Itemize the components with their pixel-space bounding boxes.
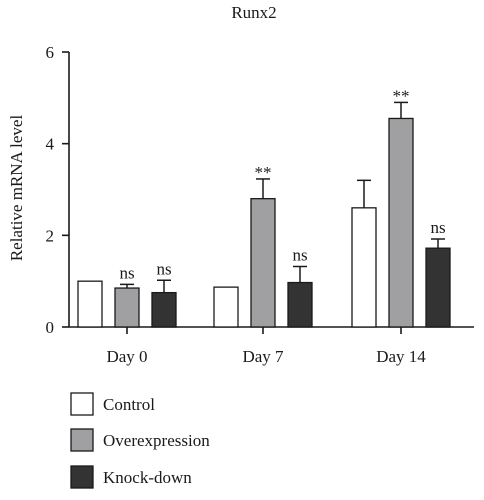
significance-label: ns: [119, 263, 134, 282]
bar-knock-down: [425, 247, 451, 328]
bar-overexpression: [388, 117, 414, 328]
bar-overexpression: [114, 287, 140, 328]
significance-label: ns: [292, 246, 307, 265]
y-tick-label: 0: [46, 318, 55, 337]
legend-swatch: [70, 392, 94, 416]
legend-swatch: [70, 465, 94, 489]
bar-knock-down: [287, 281, 313, 328]
significance-label: ns: [156, 259, 171, 278]
y-tick-label: 2: [46, 226, 55, 245]
legend-label: Overexpression: [103, 431, 210, 450]
y-tick-label: 6: [46, 43, 55, 62]
legend: Control Overexpression Knock-down: [70, 392, 210, 489]
x-tick-label: Day 14: [376, 347, 426, 366]
bar-control: [77, 280, 103, 328]
bars-layer: ns ** ** ns ns ns: [77, 86, 451, 328]
legend-label: Knock-down: [103, 468, 192, 487]
legend-swatch: [70, 428, 94, 452]
bar-control: [351, 207, 377, 328]
bar-knock-down: [151, 291, 177, 328]
y-axis-label: Relative mRNA level: [7, 115, 26, 262]
x-tick-label: Day 7: [242, 347, 284, 366]
legend-label: Control: [103, 395, 155, 414]
bar-overexpression: [250, 198, 276, 328]
bar-control: [213, 286, 239, 328]
significance-label: **: [255, 163, 272, 182]
chart-title: Runx2: [231, 3, 276, 22]
significance-label: ns: [430, 218, 445, 237]
x-tick-label: Day 0: [106, 347, 147, 366]
significance-label: **: [393, 86, 410, 105]
y-tick-label: 4: [46, 135, 55, 154]
